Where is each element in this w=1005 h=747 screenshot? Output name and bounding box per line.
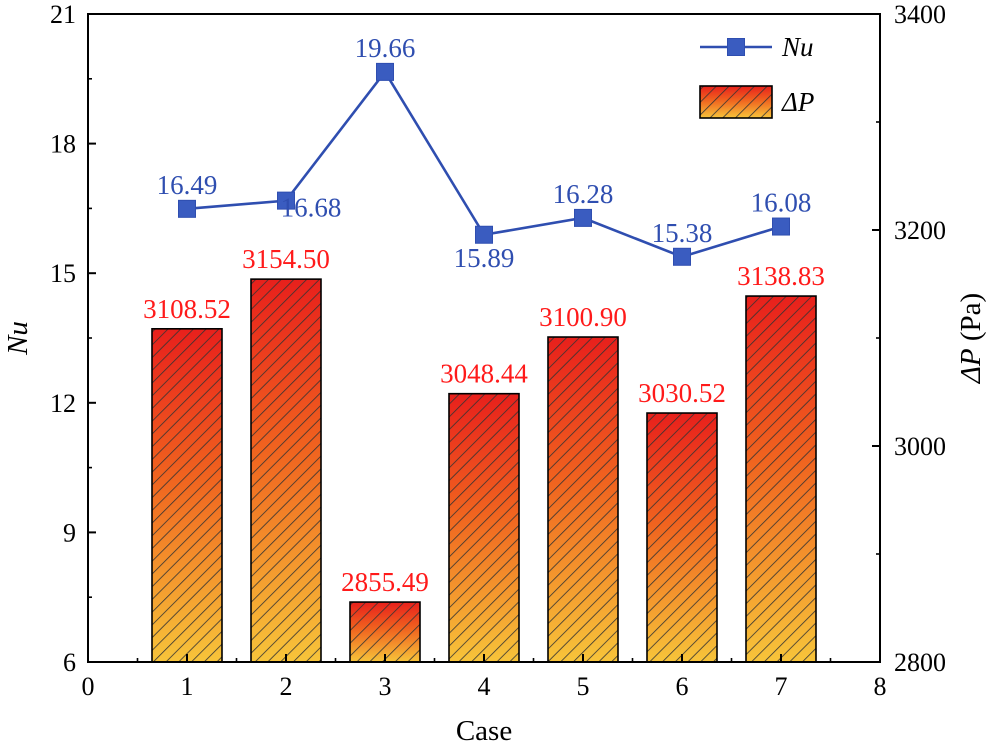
nu-label-4: 15.89 [454, 243, 515, 273]
left-tick-label-9: 9 [63, 518, 76, 547]
nu-label-3: 19.66 [355, 33, 416, 63]
nu-label-6: 15.38 [652, 218, 713, 248]
nu-label-5: 16.28 [553, 179, 614, 209]
nu-marker-3 [376, 62, 394, 81]
right-tick-label-3400: 3400 [894, 0, 946, 29]
left-tick-label-6: 6 [63, 648, 76, 677]
nu-label-2: 16.68 [281, 193, 342, 223]
legend-label-nu: Nu [781, 32, 814, 62]
dp-bar-label-5: 3100.90 [539, 302, 627, 332]
x-tick-label-5: 5 [577, 672, 590, 701]
left-tick-label-15: 15 [50, 259, 76, 288]
right-tick-label-2800: 2800 [894, 648, 946, 677]
x-tick-label-1: 1 [181, 672, 194, 701]
nu-marker-6 [673, 247, 691, 266]
nu-marker-4 [475, 225, 493, 244]
nu-marker-2 [277, 191, 295, 210]
x-tick-label-0: 0 [82, 672, 95, 701]
right-axis-title-symbol: ΔP [955, 348, 987, 384]
dp-bar-hatch-1 [151, 327, 223, 663]
dp-bar-hatch-7 [745, 295, 817, 663]
dp-bar-label-3: 2855.49 [341, 567, 429, 597]
dp-bar-hatch-6 [646, 412, 718, 663]
x-tick-label-6: 6 [676, 672, 689, 701]
nu-series [178, 62, 790, 266]
right-tick-label-3000: 3000 [894, 432, 946, 461]
legend-marker-swatch [727, 38, 745, 56]
dp-bar-hatch-4 [448, 392, 520, 663]
x-tick-label-2: 2 [280, 672, 293, 701]
legend-label-dp: ΔP [781, 87, 814, 117]
bars [151, 278, 817, 663]
nu-label-7: 16.08 [751, 188, 812, 218]
x-axis-title: Case [456, 715, 512, 747]
dp-bar-hatch-3 [349, 601, 421, 663]
right-axis-title: ΔP (Pa) [955, 293, 987, 384]
right-axis-title-unit: (Pa) [955, 293, 987, 341]
x-tick-label-4: 4 [478, 672, 491, 701]
nu-label-1: 16.49 [157, 170, 218, 200]
data-labels: 3108.52 3154.50 2855.49 3048.44 3100.90 3030.… [143, 33, 825, 597]
nu-marker-5 [574, 208, 592, 227]
dp-bar-hatch-2 [250, 278, 322, 663]
dp-bar-label-6: 3030.52 [638, 378, 726, 408]
left-tick-label-21: 21 [50, 0, 76, 29]
dp-bar-hatch-5 [547, 336, 619, 663]
dp-bar-label-4: 3048.44 [440, 359, 528, 389]
right-tick-label-3200: 3200 [894, 216, 946, 245]
left-axis-title: Nu [2, 321, 34, 356]
nu-marker-7 [772, 217, 790, 236]
nu-marker-1 [178, 199, 196, 218]
left-tick-label-18: 18 [50, 130, 76, 159]
dp-bar-label-1: 3108.52 [143, 294, 231, 324]
x-tick-label-8: 8 [874, 672, 887, 701]
right-axis-title-space [955, 341, 987, 348]
legend-bar-hatch [699, 85, 773, 119]
x-tick-label-7: 7 [775, 672, 788, 701]
left-tick-label-12: 12 [50, 389, 76, 418]
legend: Nu ΔP [699, 32, 814, 119]
x-tick-label-3: 3 [379, 672, 392, 701]
dp-bar-label-2: 3154.50 [242, 244, 330, 274]
dp-bar-label-7: 3138.83 [737, 261, 825, 291]
